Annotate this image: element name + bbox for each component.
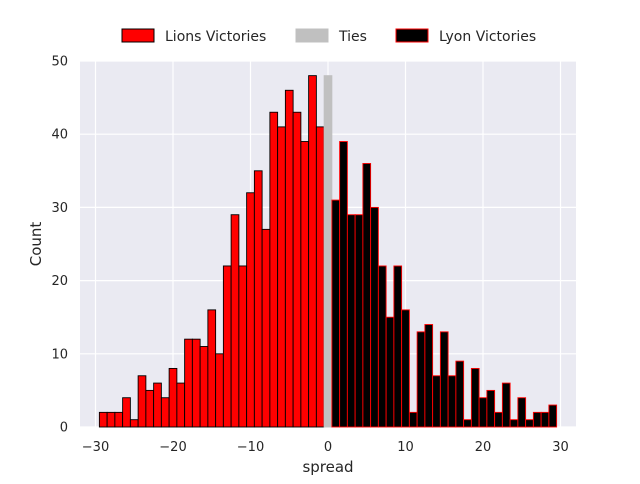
bar-series-2: [432, 375, 441, 428]
bar-series-2: [548, 404, 558, 428]
y-axis-label: Count: [27, 222, 45, 267]
bar-series-0: [114, 411, 124, 428]
bar-series-0: [199, 346, 209, 428]
bar-series-0: [176, 382, 186, 428]
bar-series-2: [455, 360, 465, 428]
bar-series-2: [470, 367, 480, 428]
bar-series-0: [98, 411, 108, 428]
bar-series-2: [346, 214, 356, 428]
x-tick-label: 30: [552, 440, 569, 455]
bar-series-0: [137, 375, 147, 428]
bar-series-0: [222, 265, 232, 428]
bar-series-0: [215, 353, 224, 428]
x-tick-label: −20: [159, 440, 186, 455]
bar-series-2: [370, 206, 379, 428]
y-tick-label: 20: [51, 274, 68, 289]
bar-series-0: [129, 419, 139, 428]
bar-series-2: [509, 419, 519, 428]
bar-series-2: [447, 375, 457, 428]
bar-series-0: [168, 367, 178, 428]
bar-series-2: [401, 309, 410, 428]
bar-series-0: [191, 338, 201, 428]
bar-series-2: [408, 411, 418, 428]
bar-series-2: [339, 141, 348, 428]
bar-series-2: [517, 397, 527, 428]
legend-swatch: [395, 28, 429, 43]
y-tick-label: 40: [51, 128, 68, 143]
y-tick-label: 10: [51, 347, 68, 362]
bar-series-0: [300, 141, 310, 428]
bar-series-0: [315, 126, 325, 428]
x-tick-label: 10: [397, 440, 414, 455]
bar-series-2: [486, 389, 496, 428]
bar-series-0: [253, 170, 263, 428]
bar-series-0: [160, 397, 170, 428]
bar-series-0: [230, 214, 240, 428]
bar-series-1: [323, 75, 333, 428]
bar-series-0: [153, 382, 162, 428]
legend-label: Ties: [338, 29, 367, 45]
bar-series-0: [246, 192, 255, 428]
bar-series-0: [106, 411, 116, 428]
legend-swatch: [295, 28, 329, 43]
x-axis-label: spread: [302, 458, 353, 476]
bar-series-2: [494, 411, 503, 428]
bar-series-0: [207, 309, 217, 428]
bar-series-0: [261, 228, 271, 428]
legend-label: Lions Victories: [165, 29, 266, 45]
bar-series-2: [354, 214, 364, 428]
bar-series-2: [532, 411, 542, 428]
bars: [98, 75, 558, 428]
bar-series-2: [424, 324, 434, 428]
bar-series-0: [308, 75, 317, 428]
bar-series-2: [525, 419, 534, 428]
bar-series-0: [122, 397, 131, 428]
bar-series-2: [416, 331, 426, 428]
bar-series-2: [439, 331, 449, 428]
y-tick-label: 30: [51, 201, 68, 216]
bar-series-0: [292, 111, 302, 428]
legend: Lions Victories Ties Lyon Victories: [121, 28, 536, 45]
bar-series-0: [238, 265, 248, 428]
bar-series-2: [540, 411, 550, 428]
x-tick-label: −10: [237, 440, 264, 455]
bar-series-0: [284, 89, 294, 428]
x-axis-ticks: −30 −20 −10 0 10 20 30: [82, 440, 569, 455]
bar-series-0: [269, 111, 279, 428]
bar-series-0: [277, 126, 286, 428]
legend-swatch: [121, 28, 155, 43]
bar-series-2: [393, 265, 403, 428]
x-tick-label: −30: [82, 440, 109, 455]
y-tick-label: 0: [60, 421, 68, 436]
y-axis-ticks: 0 10 20 30 40 50: [51, 55, 68, 436]
bar-series-2: [362, 163, 372, 428]
bar-series-2: [377, 265, 387, 428]
bar-series-2: [463, 419, 472, 428]
bar-series-2: [478, 397, 488, 428]
x-tick-label: 20: [475, 440, 492, 455]
bar-series-0: [145, 389, 155, 428]
legend-label: Lyon Victories: [439, 29, 536, 45]
bar-series-2: [385, 316, 395, 428]
bar-series-0: [184, 338, 193, 428]
x-tick-label: 0: [324, 440, 332, 455]
y-tick-label: 50: [51, 55, 68, 70]
bar-series-2: [501, 382, 511, 428]
bar-series-2: [331, 199, 341, 428]
